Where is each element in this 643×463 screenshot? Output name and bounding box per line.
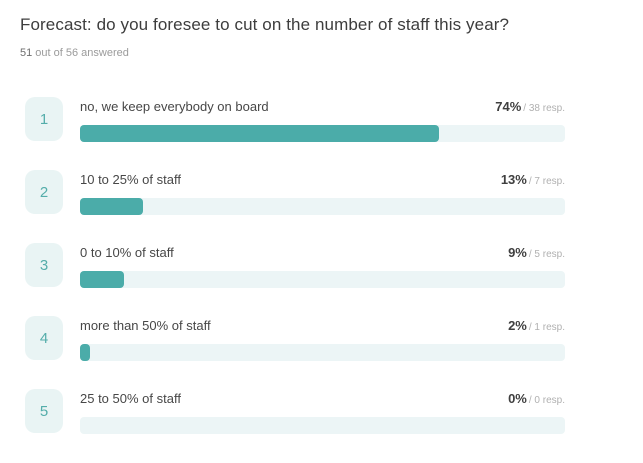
answer-row-5: 5 25 to 50% of staff 0%/ 0 resp. xyxy=(25,389,643,435)
answered-count-suffix: out of 56 answered xyxy=(32,47,129,60)
answer-percent: 0% xyxy=(508,391,527,407)
bar-track xyxy=(80,344,565,362)
answer-content: more than 50% of staff 2%/ 1 resp. xyxy=(80,316,565,362)
answer-label: more than 50% of staff xyxy=(80,318,211,334)
answer-stats: 9%/ 5 resp. xyxy=(508,244,565,262)
bar-fill xyxy=(80,344,90,362)
answer-row-1: 1 no, we keep everybody on board 74%/ 38… xyxy=(25,97,643,143)
answer-row-2: 2 10 to 25% of staff 13%/ 7 resp. xyxy=(25,170,643,216)
answer-stats: 0%/ 0 resp. xyxy=(508,390,565,408)
bar-track xyxy=(80,271,565,289)
answer-percent: 13% xyxy=(500,172,527,188)
bar-track xyxy=(80,125,565,143)
answer-resp-count: / 7 resp. xyxy=(528,176,565,188)
answer-resp-count: / 38 resp. xyxy=(523,103,565,115)
answer-label: no, we keep everybody on board xyxy=(80,99,269,115)
rank-badge: 1 xyxy=(25,97,63,142)
rank-badge: 2 xyxy=(25,170,63,215)
answer-label: 25 to 50% of staff xyxy=(80,391,181,407)
rank-badge: 3 xyxy=(25,243,63,288)
bar-fill xyxy=(80,198,144,216)
answer-resp-count: / 5 resp. xyxy=(528,249,565,261)
answer-label: 0 to 10% of staff xyxy=(80,245,174,261)
bar-track xyxy=(80,198,565,216)
answer-content: 25 to 50% of staff 0%/ 0 resp. xyxy=(80,389,565,435)
answered-count-number: 51 xyxy=(20,47,33,60)
bar-fill xyxy=(80,271,124,289)
answer-stats: 13%/ 7 resp. xyxy=(501,171,565,189)
answered-count: 51 out of 56 answered xyxy=(20,47,623,59)
answers-list: 1 no, we keep everybody on board 74%/ 38… xyxy=(0,97,643,435)
answer-percent: 9% xyxy=(508,245,527,261)
answer-row-4: 4 more than 50% of staff 2%/ 1 resp. xyxy=(25,316,643,362)
answer-percent: 2% xyxy=(508,318,527,334)
answer-resp-count: / 1 resp. xyxy=(528,322,565,334)
question-title: Forecast: do you foresee to cut on the n… xyxy=(20,15,510,34)
question-header: Forecast: do you foresee to cut on the n… xyxy=(0,0,643,59)
answer-content: no, we keep everybody on board 74%/ 38 r… xyxy=(80,97,565,143)
answer-content: 0 to 10% of staff 9%/ 5 resp. xyxy=(80,243,565,289)
bar-track xyxy=(80,417,565,435)
answer-stats: 2%/ 1 resp. xyxy=(508,317,565,335)
answer-label: 10 to 25% of staff xyxy=(80,172,181,188)
answer-resp-count: / 0 resp. xyxy=(528,395,565,407)
answer-content: 10 to 25% of staff 13%/ 7 resp. xyxy=(80,170,565,216)
answer-percent: 74% xyxy=(495,99,522,115)
answer-stats: 74%/ 38 resp. xyxy=(495,98,565,116)
rank-badge: 5 xyxy=(25,389,63,434)
answer-row-3: 3 0 to 10% of staff 9%/ 5 resp. xyxy=(25,243,643,289)
rank-badge: 4 xyxy=(25,316,63,361)
bar-fill xyxy=(80,125,439,143)
